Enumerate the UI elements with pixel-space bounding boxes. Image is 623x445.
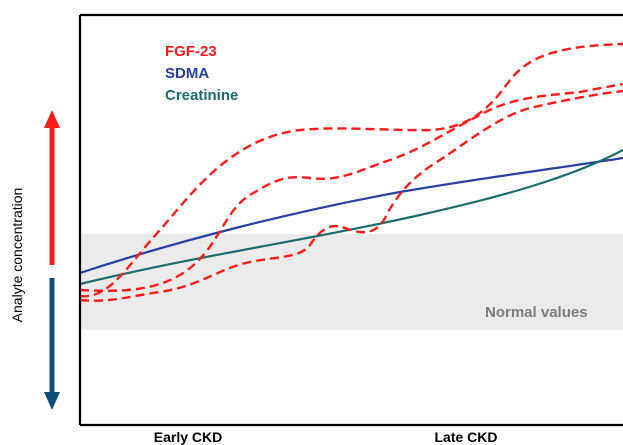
series-line-fgf23-a xyxy=(79,42,623,298)
legend-fgf23: FGF-23 xyxy=(165,43,217,60)
series-line-sdma xyxy=(79,156,623,275)
x-tick-label-late-ckd: Late CKD xyxy=(434,429,497,445)
series-line-creatinine xyxy=(79,149,623,286)
normal-values-band xyxy=(80,234,623,330)
legend-sdma: SDMA xyxy=(165,65,209,82)
arrow-down-head xyxy=(44,392,60,410)
normal-values-label: Normal values xyxy=(485,304,588,321)
x-tick-label-early-ckd: Early CKD xyxy=(154,429,222,445)
series-line-fgf23-b xyxy=(79,82,623,292)
arrow-up-head xyxy=(44,110,60,128)
y-axis-label: Analyte concentration xyxy=(9,188,25,323)
legend-creatinine: Creatinine xyxy=(165,87,238,104)
series-line-fgf23-c xyxy=(79,89,623,302)
